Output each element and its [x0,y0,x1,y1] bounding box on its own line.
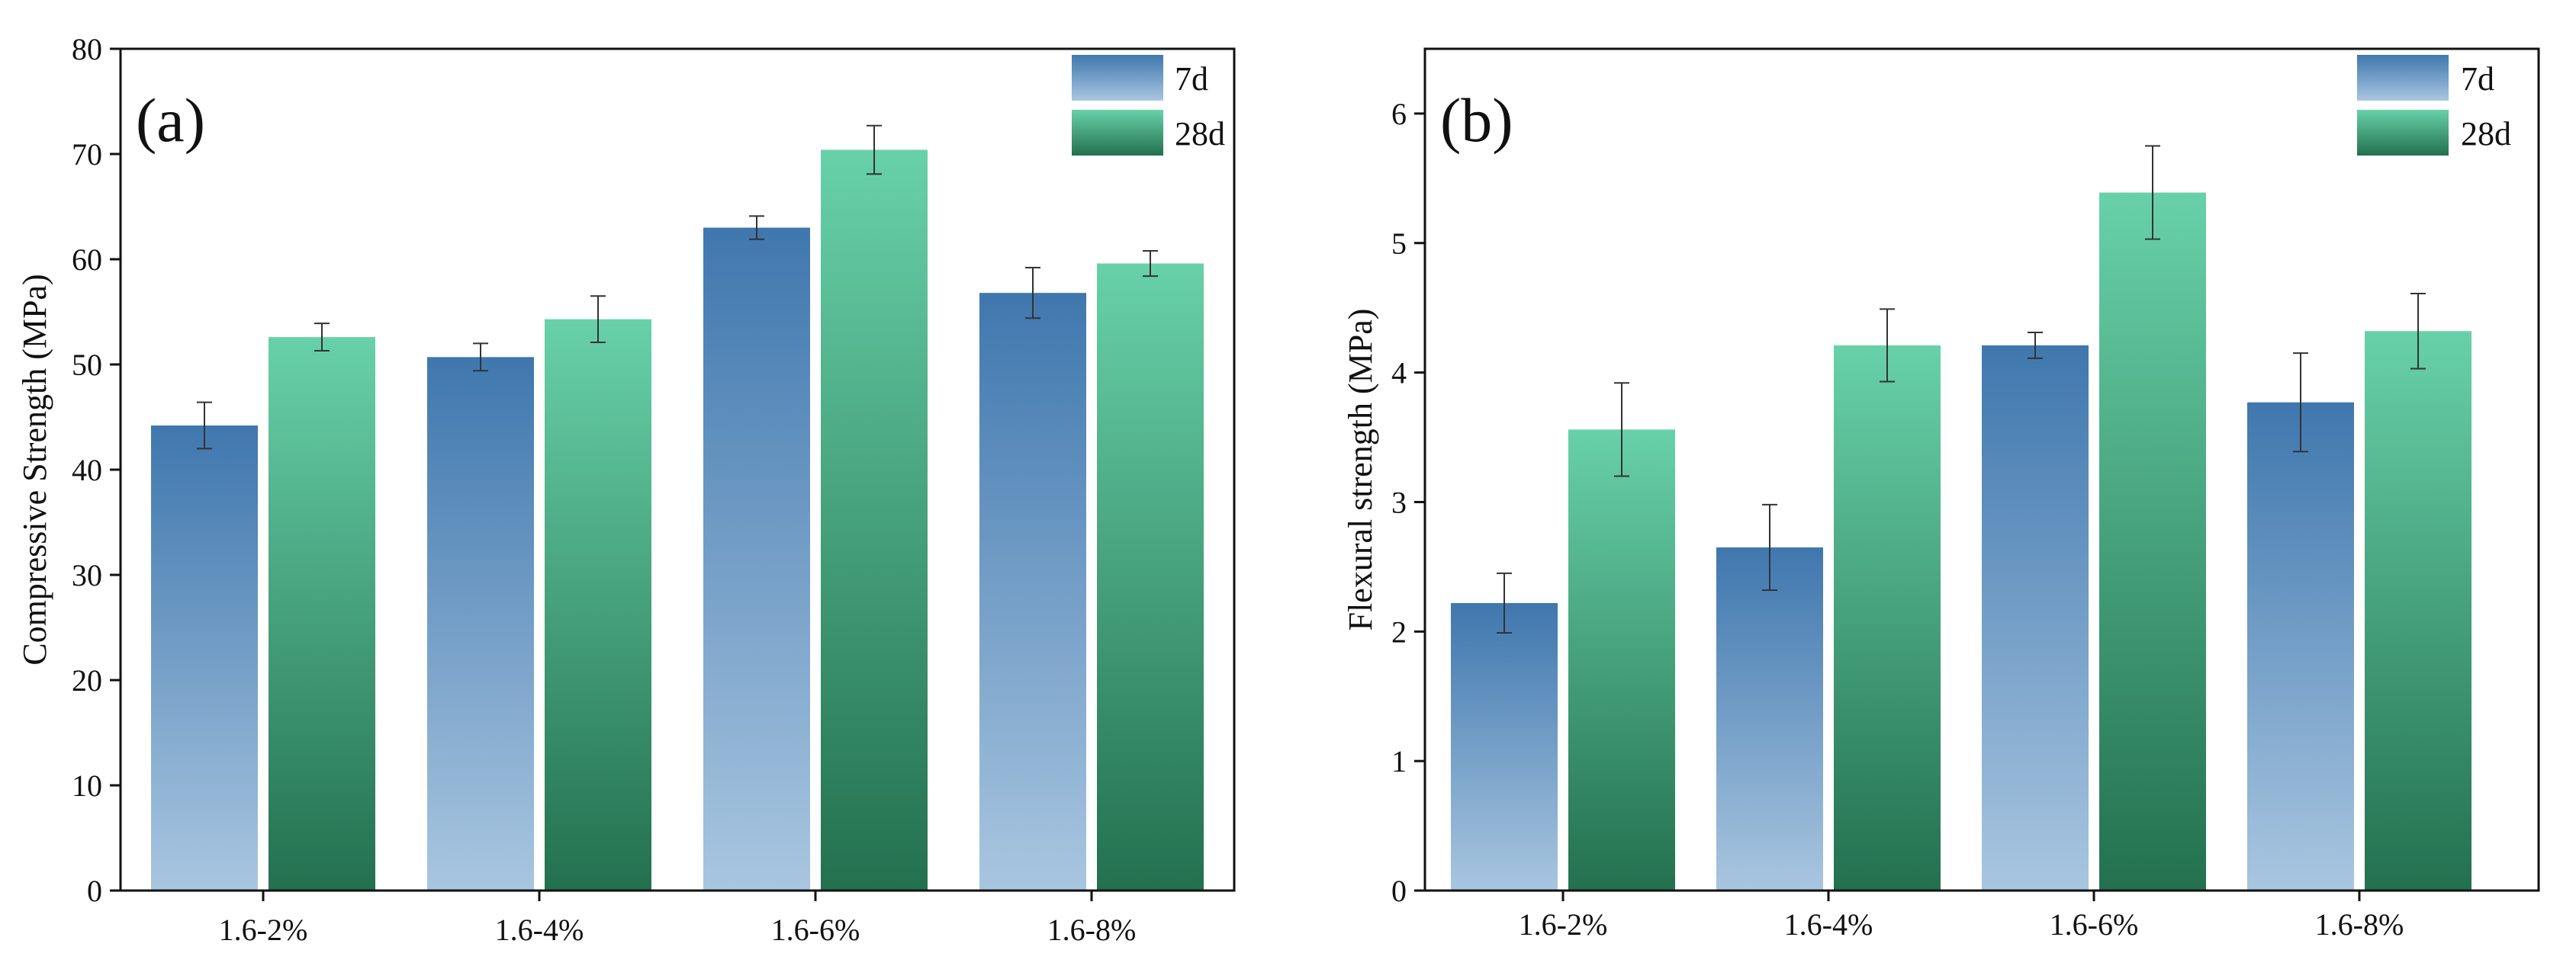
bar-7d-1.6-2% [1451,602,1558,891]
bar-7d-1.6-6% [1982,345,2089,891]
legend-swatch-7d [1072,55,1163,101]
y-tick-label: 0 [1391,874,1407,908]
bar-28d-1.6-8% [1097,263,1204,891]
y-tick-label: 30 [72,558,102,592]
y-tick-label: 20 [72,663,102,698]
y-axis-title: Compressive Strength (MPa) [16,274,53,665]
panel-label: (b) [1440,85,1513,155]
panel-label: (a) [136,85,205,155]
y-tick-label: 70 [72,137,102,172]
x-tick-label: 1.6-4% [1784,907,1873,942]
y-tick-label: 4 [1391,356,1407,390]
y-tick-label: 6 [1391,97,1407,131]
bar-28d-1.6-6% [2099,192,2206,891]
bar-7d-1.6-8% [2247,402,2354,891]
bar-7d-1.6-6% [703,227,810,891]
x-tick-label: 1.6-6% [771,913,860,947]
legend-swatch-28d [1072,110,1163,156]
legend-label-7d: 7d [1175,60,1208,98]
legend-label-28d: 28d [2461,115,2511,152]
bar-7d-1.6-4% [427,357,534,891]
y-tick-label: 5 [1391,226,1407,261]
x-tick-label: 1.6-8% [2315,907,2404,942]
y-tick-label: 1 [1391,744,1407,778]
bar-28d-1.6-2% [1568,429,1675,891]
y-tick-label: 40 [72,453,102,487]
bar-7d-1.6-8% [979,293,1086,891]
plot-frame [1423,47,2540,892]
y-tick-label: 80 [72,32,102,66]
legend: 7d 28d [1072,55,1225,156]
x-tick-label: 1.6-6% [2050,907,2139,942]
legend-swatch-28d [2357,110,2449,156]
legend-label-28d: 28d [1175,115,1225,152]
legend-label-7d: 7d [2461,60,2494,98]
y-tick-label: 3 [1391,485,1407,519]
y-tick-label: 0 [87,874,102,908]
y-tick-label: 2 [1391,615,1407,649]
x-tick-label: 1.6-2% [219,913,308,947]
bars [1451,145,2471,891]
bar-28d-1.6-4% [545,319,651,891]
x-tick-labels: 1.6-2% 1.6-4% 1.6-6% 1.6-8% [1519,907,2404,942]
y-axis-title: Flexural strength (MPa) [1342,309,1379,631]
bar-28d-1.6-8% [2365,331,2471,891]
legend: 7d 28d [2357,55,2511,156]
y-tick-label: 10 [72,769,102,803]
x-tick-label: 1.6-8% [1047,913,1137,947]
y-tick-label: 50 [72,348,102,382]
y-tick-label: 60 [72,242,102,277]
bar-28d-1.6-2% [269,337,375,891]
bar-28d-1.6-6% [821,149,928,891]
panel-a: (a) Compressive Strength (MPa) 1.6-2% 1.… [16,32,1236,947]
x-tick-label: 1.6-4% [495,913,584,947]
panel-b: (b) Flexural strength (MPa) 1.6-2% 1.6-4… [1342,47,2540,942]
bar-7d-1.6-2% [151,425,258,891]
x-tick-label: 1.6-2% [1519,907,1608,942]
bar-7d-1.6-4% [1716,547,1823,891]
bars [151,124,1204,891]
x-tick-labels: 1.6-2% 1.6-4% 1.6-6% 1.6-8% [219,913,1137,947]
legend-swatch-7d [2357,55,2449,101]
bar-28d-1.6-4% [1834,345,1941,891]
